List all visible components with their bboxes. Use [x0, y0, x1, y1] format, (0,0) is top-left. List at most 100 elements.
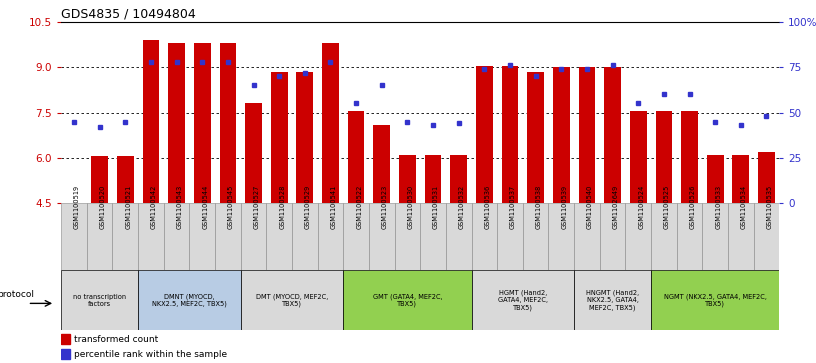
Text: GSM1100536: GSM1100536 [485, 184, 490, 229]
Bar [168, 43, 185, 203]
Bar [296, 72, 313, 203]
Text: GSM1100528: GSM1100528 [279, 184, 285, 229]
Text: GSM1100542: GSM1100542 [151, 184, 157, 229]
Text: GSM1100545: GSM1100545 [228, 184, 234, 229]
Bar [164, 203, 189, 270]
Text: GSM1100519: GSM1100519 [74, 184, 80, 229]
Bar [754, 203, 779, 270]
Bar [728, 203, 754, 270]
Text: protocol: protocol [0, 290, 33, 299]
Bar [61, 270, 138, 330]
Text: HGMT (Hand2,
GATA4, MEF2C,
TBX5): HGMT (Hand2, GATA4, MEF2C, TBX5) [498, 290, 548, 311]
Text: GSM1100535: GSM1100535 [766, 184, 773, 229]
Bar [344, 203, 369, 270]
Text: GSM1100537: GSM1100537 [510, 184, 516, 229]
Text: GSM1100531: GSM1100531 [433, 184, 439, 229]
Bar [630, 111, 646, 203]
Text: DMT (MYOCD, MEF2C,
TBX5): DMT (MYOCD, MEF2C, TBX5) [256, 293, 328, 307]
Bar [215, 203, 241, 270]
Bar [676, 203, 703, 270]
Bar [348, 111, 365, 203]
Bar [651, 270, 779, 330]
Bar [502, 66, 518, 203]
Text: GDS4835 / 10494804: GDS4835 / 10494804 [61, 8, 196, 21]
Bar [472, 270, 574, 330]
Text: GSM1100527: GSM1100527 [254, 184, 259, 229]
Text: GSM1100541: GSM1100541 [330, 184, 336, 229]
Bar [322, 43, 339, 203]
Text: GSM1100529: GSM1100529 [305, 184, 311, 229]
Bar [681, 111, 698, 203]
Text: GMT (GATA4, MEF2C,
TBX5): GMT (GATA4, MEF2C, TBX5) [373, 293, 442, 307]
Bar [655, 111, 672, 203]
Bar [117, 156, 134, 203]
Bar [91, 156, 108, 203]
Text: GSM1100533: GSM1100533 [715, 184, 721, 229]
Text: DMNT (MYOCD,
NKX2.5, MEF2C, TBX5): DMNT (MYOCD, NKX2.5, MEF2C, TBX5) [152, 293, 227, 307]
Text: no transcription
factors: no transcription factors [73, 294, 126, 307]
Bar [548, 203, 574, 270]
Bar [271, 72, 287, 203]
Text: GSM1100520: GSM1100520 [100, 184, 105, 229]
Bar [625, 203, 651, 270]
Bar [194, 43, 211, 203]
Bar [604, 67, 621, 203]
Bar [707, 155, 724, 203]
Text: GSM1100538: GSM1100538 [535, 184, 542, 229]
Text: GSM1100524: GSM1100524 [638, 184, 644, 229]
Text: GSM1100521: GSM1100521 [126, 184, 131, 229]
Text: GSM1100532: GSM1100532 [459, 184, 464, 229]
Bar [61, 349, 70, 359]
Bar [523, 203, 548, 270]
Bar [245, 103, 262, 203]
Text: percentile rank within the sample: percentile rank within the sample [73, 350, 227, 359]
Text: HNGMT (Hand2,
NKX2.5, GATA4,
MEF2C, TBX5): HNGMT (Hand2, NKX2.5, GATA4, MEF2C, TBX5… [586, 290, 639, 311]
Bar [420, 203, 446, 270]
Text: GSM1100540: GSM1100540 [587, 184, 593, 229]
Bar [472, 203, 497, 270]
Bar [138, 203, 164, 270]
Bar [113, 203, 138, 270]
Bar [220, 43, 236, 203]
Text: GSM1100526: GSM1100526 [690, 184, 695, 229]
Text: GSM1102649: GSM1102649 [613, 184, 619, 229]
Bar [241, 203, 266, 270]
Bar [600, 203, 625, 270]
Bar [374, 125, 390, 203]
Bar [138, 270, 241, 330]
Bar [266, 203, 292, 270]
Bar [703, 203, 728, 270]
Bar [399, 155, 415, 203]
Text: GSM1100522: GSM1100522 [356, 184, 362, 229]
Bar [369, 203, 395, 270]
Text: GSM1100543: GSM1100543 [176, 184, 183, 229]
Bar [497, 203, 523, 270]
Text: NGMT (NKX2.5, GATA4, MEF2C,
TBX5): NGMT (NKX2.5, GATA4, MEF2C, TBX5) [663, 293, 766, 307]
Bar [344, 270, 472, 330]
Bar [317, 203, 344, 270]
Bar [395, 203, 420, 270]
Bar [553, 67, 570, 203]
Bar [651, 203, 676, 270]
Bar [61, 334, 70, 344]
Bar [446, 203, 472, 270]
Bar [527, 72, 544, 203]
Text: transformed count: transformed count [73, 335, 158, 344]
Text: GSM1100523: GSM1100523 [382, 184, 388, 229]
Bar [143, 40, 159, 203]
Text: GSM1100534: GSM1100534 [741, 184, 747, 229]
Bar [189, 203, 215, 270]
Bar [450, 155, 467, 203]
Bar [574, 203, 600, 270]
Bar [574, 270, 651, 330]
Bar [476, 66, 493, 203]
Text: GSM1100530: GSM1100530 [407, 184, 414, 229]
Bar [733, 155, 749, 203]
Bar [61, 203, 86, 270]
Bar [86, 203, 113, 270]
Text: GSM1100539: GSM1100539 [561, 184, 567, 229]
Bar [424, 155, 441, 203]
Text: GSM1100525: GSM1100525 [664, 184, 670, 229]
Text: GSM1100544: GSM1100544 [202, 184, 208, 229]
Bar [292, 203, 317, 270]
